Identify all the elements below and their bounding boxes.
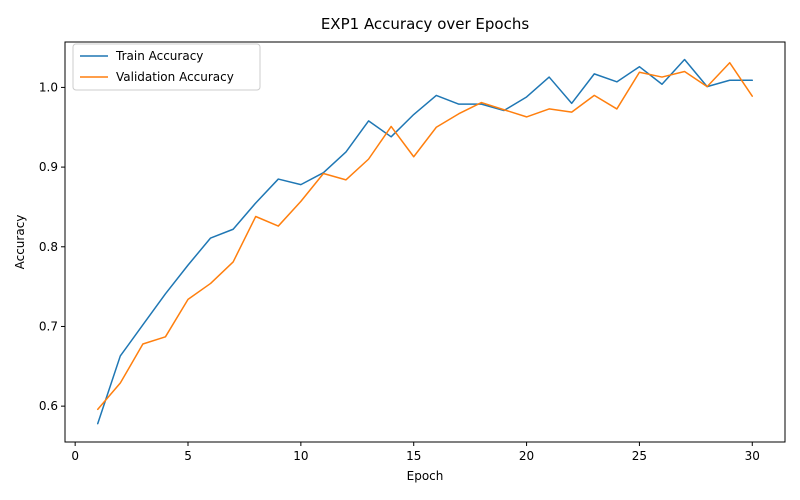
x-tick-label: 25 [632,449,647,463]
series-line-validation-accuracy [96,61,754,411]
legend-box [72,43,261,91]
x-tick-label: 0 [71,449,79,463]
x-axis: 0 5 10 15 20 25 30 [71,442,760,463]
y-axis-label: Accuracy [13,215,27,270]
x-tick-label: 30 [745,449,760,463]
y-axis: 0.6 0.7 0.8 0.9 1.0 [39,80,65,413]
x-tick-label: 10 [293,449,308,463]
chart-title: EXP1 Accuracy over Epochs [321,15,530,33]
y-tick-label: 1.0 [39,80,58,94]
x-tick-label: 15 [406,449,421,463]
legend-entry-label: Train Accuracy [115,49,203,63]
plot-frame [64,41,786,443]
y-tick-label: 0.8 [39,240,58,254]
series-layer [96,58,754,425]
y-tick-label: 0.7 [39,319,58,333]
y-tick-label: 0.6 [39,399,58,413]
x-axis-label: Epoch [407,469,444,483]
y-tick-label: 0.9 [39,160,58,174]
x-tick-label: 20 [519,449,534,463]
series-line-train-accuracy [96,58,754,425]
legend: Train Accuracy Validation Accuracy [72,43,261,91]
legend-entry-label: Validation Accuracy [116,70,234,84]
x-tick-label: 5 [184,449,192,463]
